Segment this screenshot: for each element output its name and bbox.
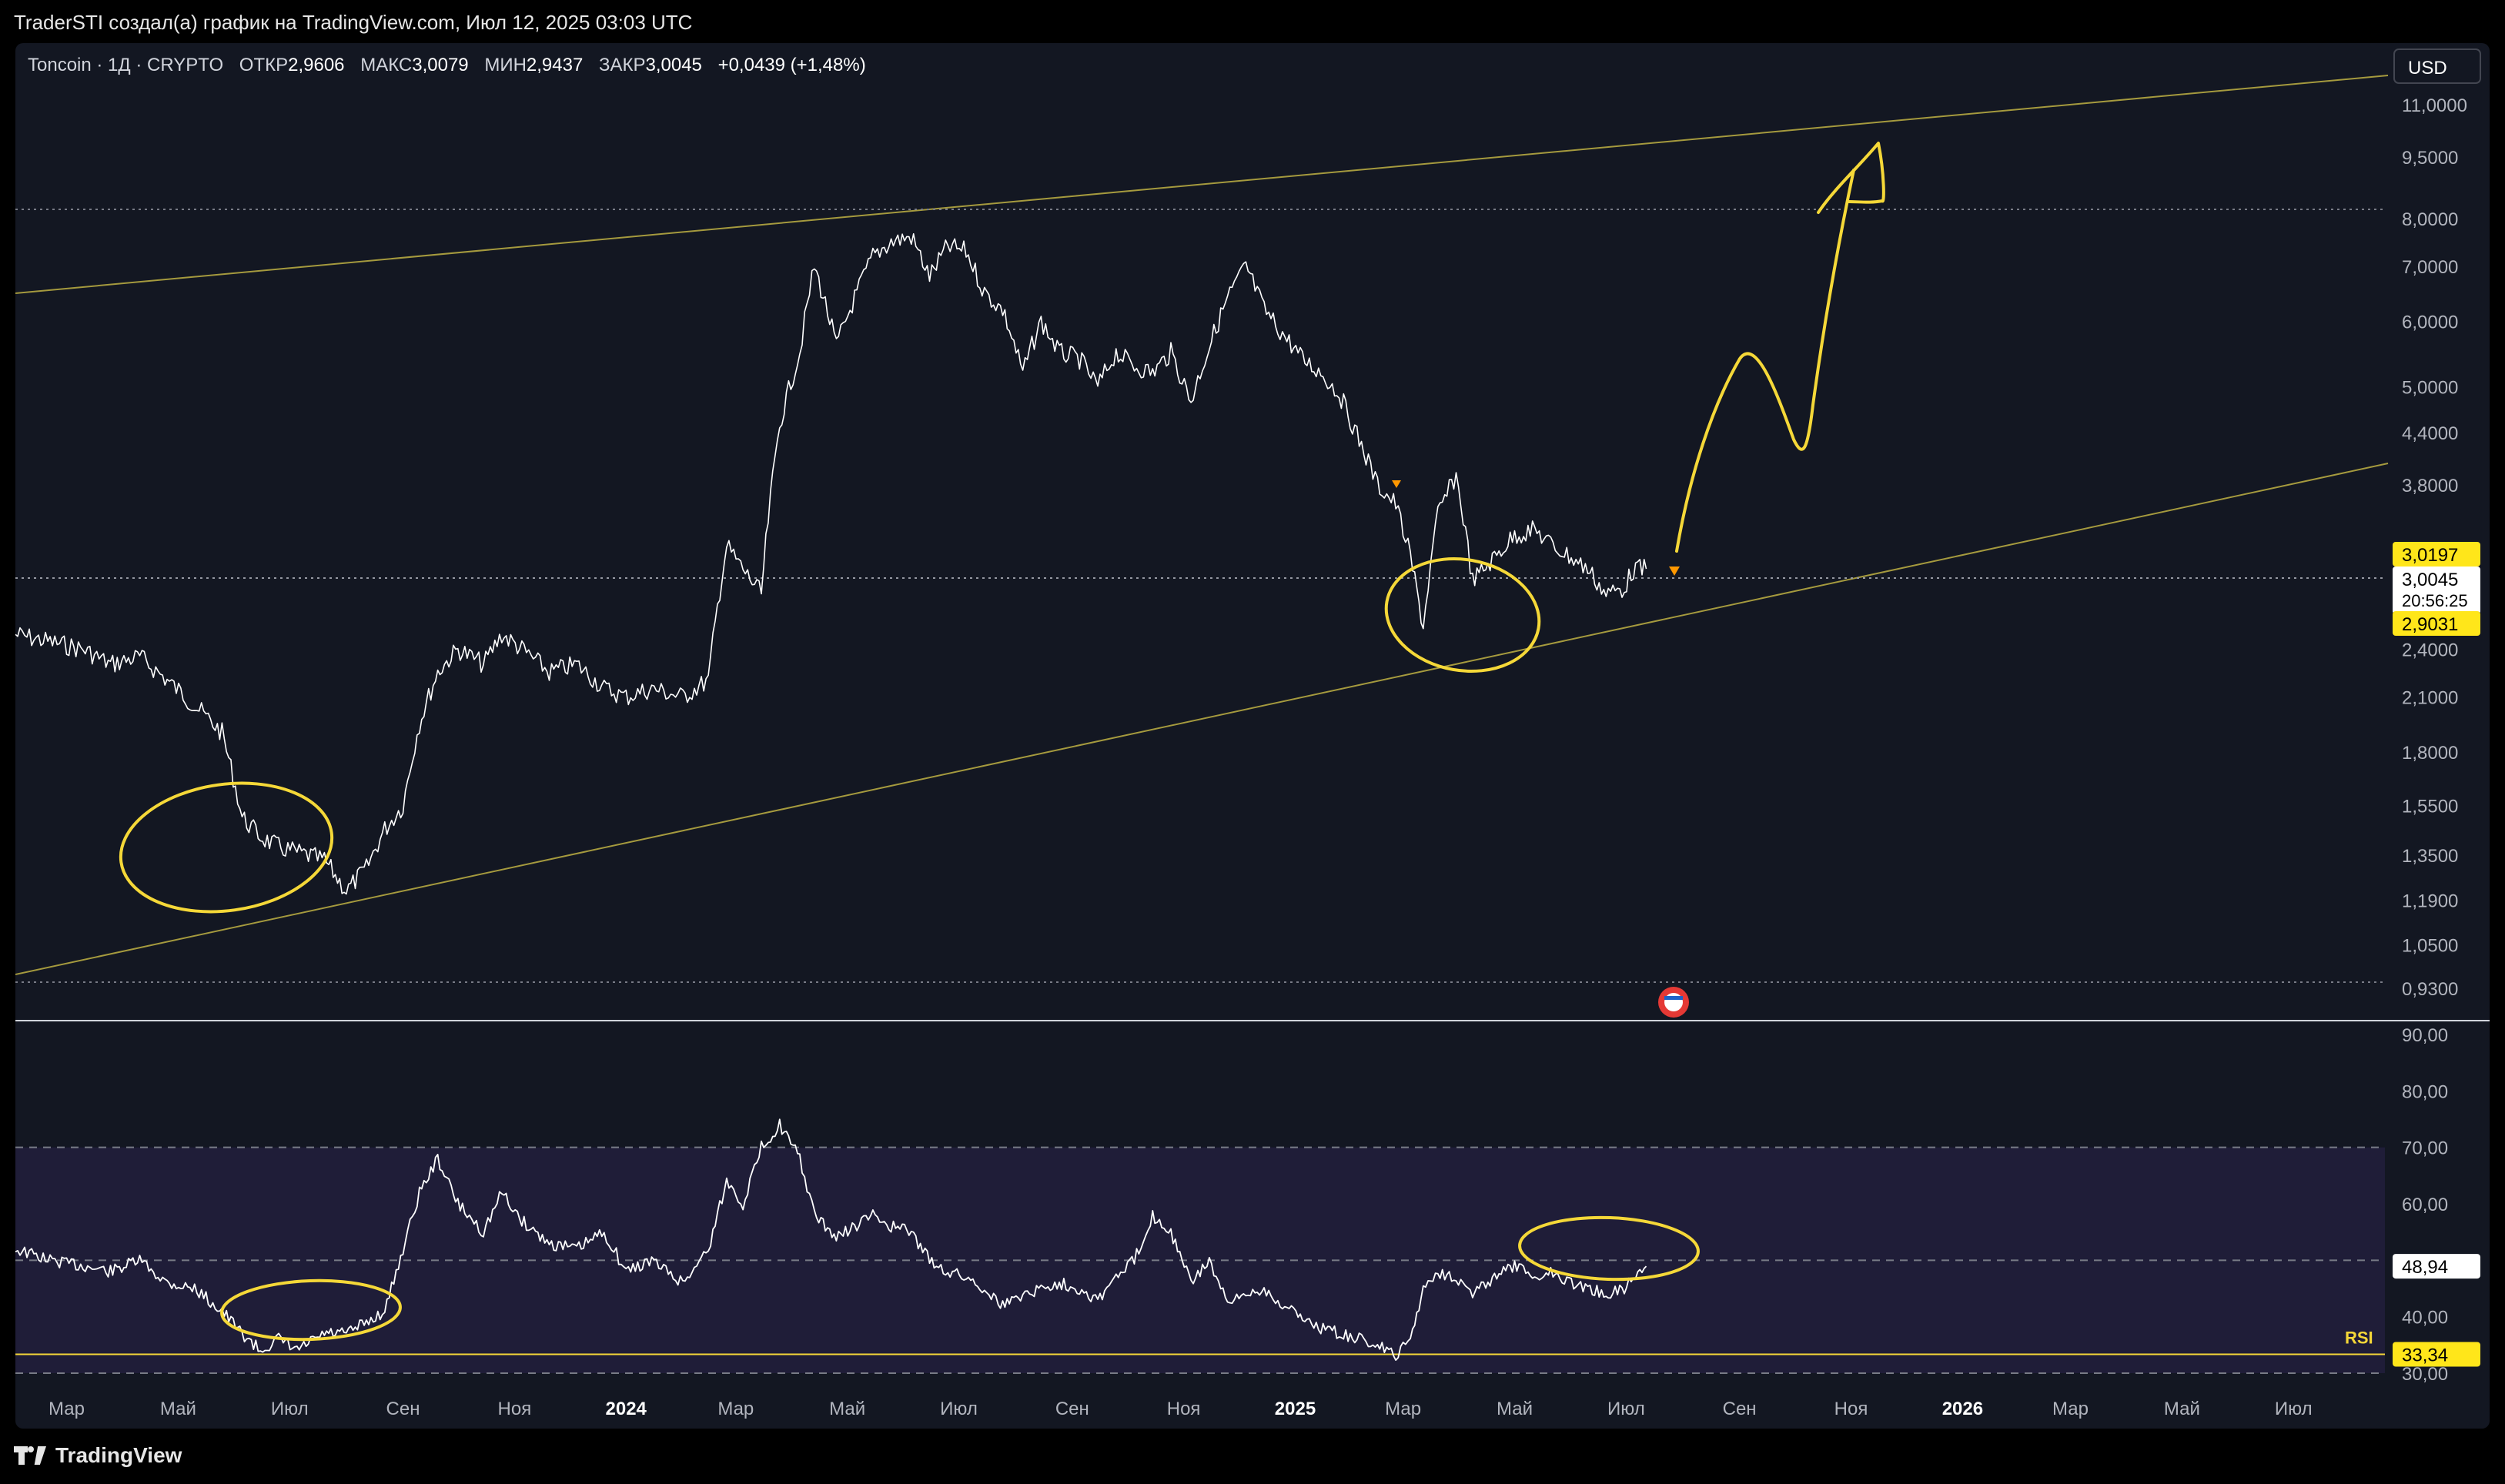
currency-button[interactable]: USD [2393,48,2481,84]
price-axis-tick: 9,5000 [2402,148,2458,169]
attribution-text: TraderSTI создал(а) график на TradingVie… [14,11,693,34]
time-axis-tick: Мар [717,1399,754,1419]
time-axis-tick: Сен [386,1399,420,1419]
rsi-axis-tick: 90,00 [2402,1025,2448,1046]
rsi-badge-ma: 33,34 [2393,1342,2480,1367]
economic-event-icon[interactable] [1658,987,1689,1018]
rsi-axis-tick: 80,00 [2402,1081,2448,1102]
time-axis-tick: Сен [1723,1399,1757,1419]
rsi-axis-tick: 30,00 [2402,1364,2448,1385]
time-axis-tick: Май [2164,1399,2200,1419]
footer-brand: TradingView [55,1443,182,1467]
price-badge-countdown: 20:56:25 [2402,591,2468,610]
rsi-indicator-label: RSI [2345,1329,2373,1348]
rsi-badge-ma-bg [2393,1342,2480,1367]
rsi-badge-last-bg [2393,1254,2480,1279]
chart-frame: RSI Toncoin · 1Д · CRYPTO ОТКР2,9606 МАК… [15,43,2490,1429]
price-badge-low-text: 2,9031 [2402,614,2458,635]
time-axis-tick: 2024 [606,1399,647,1419]
time-axis-tick: Мар [1385,1399,1421,1419]
price-axis-tick: 1,0500 [2402,936,2458,957]
legend-high-label: МАКС [360,55,412,75]
price-badge-last-value: 3,0045 [2402,570,2458,590]
time-axis-tick: Мар [2052,1399,2089,1419]
event-flag [1664,993,1683,1011]
footer-bar [0,1429,2505,1484]
currency-label: USD [2408,58,2447,79]
rsi-pane[interactable]: RSI [15,1118,2385,1374]
chart-canvas[interactable]: RSI Toncoin · 1Д · CRYPTO ОТКР2,9606 МАК… [15,43,2490,1429]
price-badge-low-bg [2393,611,2480,636]
legend-change: +0,0439 (+1,48%) [718,55,866,75]
legend-low-label: МИН [484,55,527,75]
price-axis-tick: 7,0000 [2402,257,2458,278]
time-axis-tick: Май [160,1399,196,1419]
attribution-bar [0,0,2505,46]
price-axis-tick: 5,0000 [2402,377,2458,398]
legend-close-label: ЗАКР [599,55,646,75]
rsi-axis-tick: 70,00 [2402,1138,2448,1159]
time-axis-tick: Июл [2275,1399,2313,1419]
event-flag-stripe [1664,996,1683,1000]
time-axis-tick: Ноя [498,1399,532,1419]
rsi-badge-ma-text: 33,34 [2402,1345,2448,1366]
signal-marker [1669,567,1680,576]
price-axis-tick: 1,5500 [2402,797,2458,817]
price-axis-tick: 2,4000 [2402,640,2458,661]
price-axis-tick: 11,0000 [2402,95,2467,116]
time-axis-tick: Май [829,1399,865,1419]
time-axis-tick: Ноя [1167,1399,1201,1419]
legend-close-value: 3,0045 [645,55,701,75]
time-axis-tick: Май [1497,1399,1533,1419]
rsi-badge-last: 48,94 [2393,1254,2480,1279]
price-axis-tick: 1,1900 [2402,891,2458,911]
price-axis-tick: 2,1000 [2402,688,2458,709]
rsi-axis-tick: 40,00 [2402,1308,2448,1329]
time-axis-tick: Мар [48,1399,85,1419]
annotation-rsi-circle-2025[interactable] [1518,1215,1700,1282]
price-axis-tick: 8,0000 [2402,209,2458,230]
price-axis-tick: 4,4000 [2402,423,2458,444]
legend-open-label: ОТКР [239,55,288,75]
price-axis-tick: 0,9300 [2402,979,2458,1000]
lower-trendline[interactable] [15,463,2389,975]
annotation-circle-2023[interactable] [112,770,340,925]
time-axis-tick: Июл [271,1399,309,1419]
time-axis-tick: Сен [1055,1399,1089,1419]
legend-line: Toncoin · 1Д · CRYPTO ОТКР2,9606 МАКС3,0… [28,55,866,75]
legend-symbol: Toncoin · 1Д · CRYPTO [28,55,223,75]
signal-marker [1392,480,1401,488]
legend-high-value: 3,0079 [412,55,468,75]
annotation-rsi-circle-2023[interactable] [220,1278,402,1342]
upper-trendline[interactable] [15,75,2389,294]
price-pane[interactable] [15,75,2389,1018]
time-axis-tick: Ноя [1834,1399,1868,1419]
price-axis-tick: 1,3500 [2402,846,2458,867]
annotation-projection-arrow[interactable] [1675,142,1885,553]
price-badge-last-bg [2393,567,2480,614]
tradingview-logo-icon [14,1446,46,1465]
time-axis-tick: Июл [1607,1399,1645,1419]
time-axis-tick: 2025 [1275,1399,1316,1419]
price-axis-tick: 6,0000 [2402,313,2458,333]
annotation-circle-2025[interactable] [1377,547,1548,684]
price-axis-tick: 1,8000 [2402,743,2458,764]
legend-open-value: 2,9606 [288,55,344,75]
price-line[interactable] [15,233,1647,895]
time-axis-tick: 2026 [1942,1399,1983,1419]
price-axis-tick: 3,8000 [2402,476,2458,496]
price-badge-high-bg [2393,542,2480,567]
tradingview-logo[interactable]: TradingView [14,1443,182,1468]
price-badge-high: 3,0197 [2393,542,2480,567]
time-axis-tick: Июл [940,1399,978,1419]
rsi-axis-tick: 60,00 [2402,1195,2448,1215]
price-badge-high-text: 3,0197 [2402,545,2458,566]
price-badge-low: 2,9031 [2393,611,2480,636]
rsi-badge-last-text: 48,94 [2402,1257,2448,1278]
legend-low-value: 2,9437 [527,55,583,75]
